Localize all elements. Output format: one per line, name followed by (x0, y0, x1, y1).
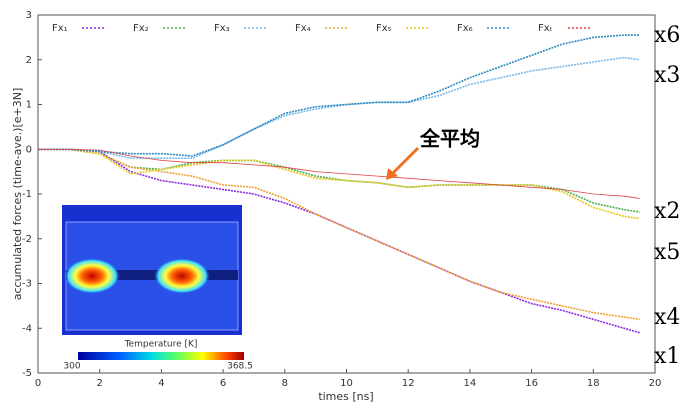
legend-label: Fx₆ (457, 23, 473, 34)
arrow (392, 148, 418, 174)
inset: Temperature [K] 300 368.5 (62, 205, 253, 372)
y-tick-label: -4 (22, 323, 32, 334)
annotation: 全平均 (419, 127, 480, 151)
series-line (38, 35, 640, 156)
annotation: x2 (654, 199, 680, 224)
series-line (38, 149, 640, 198)
legend-label: Fx₁ (52, 23, 68, 34)
x-tick-label: 2 (97, 378, 103, 389)
y-tick-label: 2 (26, 55, 32, 66)
colorbar (78, 352, 244, 360)
x-axis-label: times [ns] (318, 390, 373, 403)
annotation: x3 (654, 63, 680, 88)
x-tick-label: 4 (158, 378, 164, 389)
x-tick-label: 12 (402, 378, 415, 389)
x-tick-label: 6 (220, 378, 226, 389)
annotation: x1 (654, 344, 680, 369)
annotation: x6 (654, 23, 680, 48)
y-axis-label: accumulated forces (time-ave.)[e+3N] (11, 88, 24, 301)
colorbar-min: 300 (63, 362, 80, 372)
x-tick-label: 18 (587, 378, 600, 389)
y-tick-label: 3 (26, 10, 32, 21)
chart: 02468101214161820-5-4-3-2-10123 Temperat… (0, 0, 688, 406)
legend-label: Fx₃ (214, 23, 230, 34)
legend-label: Fx₅ (376, 23, 392, 34)
annotation: x4 (654, 305, 680, 330)
y-tick-label: 0 (26, 144, 32, 155)
legend-label: Fx₂ (133, 23, 149, 34)
x-tick-label: 0 (35, 378, 41, 389)
x-tick-label: 8 (282, 378, 288, 389)
annotation: x5 (654, 240, 680, 265)
colorbar-max: 368.5 (227, 362, 253, 372)
x-tick-label: 20 (649, 378, 662, 389)
series-line (38, 58, 640, 159)
hot-spot (64, 258, 120, 294)
legend-label: Fx₄ (295, 23, 311, 34)
x-tick-label: 16 (525, 378, 538, 389)
colorbar-title: Temperature [K] (124, 340, 198, 350)
legend-label: Fxₜ (538, 23, 553, 34)
y-tick-label: -5 (22, 368, 32, 379)
hot-spot (154, 258, 210, 294)
x-tick-label: 14 (464, 378, 477, 389)
y-tick-label: 1 (26, 100, 32, 111)
x-tick-label: 10 (340, 378, 353, 389)
